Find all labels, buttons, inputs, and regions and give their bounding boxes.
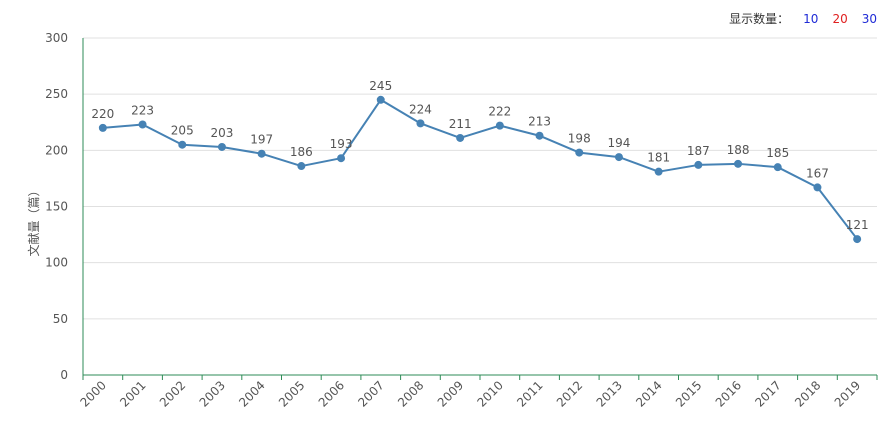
data-label: 224 xyxy=(409,102,432,116)
x-tick-label: 2018 xyxy=(792,378,823,409)
data-point[interactable] xyxy=(257,149,266,158)
data-point[interactable] xyxy=(416,119,425,128)
data-point[interactable] xyxy=(98,123,107,132)
data-label: 203 xyxy=(210,126,233,140)
data-point[interactable] xyxy=(297,162,306,171)
x-tick-label: 2011 xyxy=(514,378,545,409)
y-tick-label: 250 xyxy=(45,87,68,101)
data-label: 223 xyxy=(131,103,154,117)
data-point[interactable] xyxy=(575,148,584,157)
display-count-label: 显示数量： xyxy=(729,12,790,26)
series-line xyxy=(102,98,858,240)
data-point[interactable] xyxy=(694,160,703,169)
data-label: 186 xyxy=(290,145,313,159)
data-label: 181 xyxy=(647,151,670,165)
y-tick-label: 300 xyxy=(45,31,68,45)
x-tick-label: 2009 xyxy=(435,378,466,409)
x-tick-label: 2014 xyxy=(633,378,664,409)
data-point[interactable] xyxy=(734,159,743,168)
x-tick-label: 2013 xyxy=(594,378,625,409)
y-tick-label: 0 xyxy=(60,368,68,382)
data-label: 193 xyxy=(330,137,353,151)
data-label: 222 xyxy=(488,105,511,119)
data-label: 220 xyxy=(91,107,114,121)
data-point[interactable] xyxy=(337,154,346,163)
x-tick-label: 2016 xyxy=(713,378,744,409)
x-tick-label: 2007 xyxy=(355,378,386,409)
x-tick-label: 2005 xyxy=(276,378,307,409)
x-tick-label: 2002 xyxy=(157,378,188,409)
data-label: 167 xyxy=(806,166,829,180)
x-tick-label: 2000 xyxy=(77,378,108,409)
data-point[interactable] xyxy=(853,235,862,244)
y-tick-label: 100 xyxy=(45,256,68,270)
data-point[interactable] xyxy=(813,183,822,192)
data-label: 188 xyxy=(727,143,750,157)
display-count-option-30[interactable]: 30 xyxy=(861,11,877,26)
data-point[interactable] xyxy=(773,163,782,172)
data-point[interactable] xyxy=(654,167,663,176)
y-tick-label: 200 xyxy=(45,143,68,157)
data-point[interactable] xyxy=(376,95,385,104)
x-tick-label: 2008 xyxy=(395,378,426,409)
data-label: 198 xyxy=(568,132,591,146)
x-tick-label: 2015 xyxy=(673,378,704,409)
data-label: 121 xyxy=(846,218,869,232)
x-tick-label: 2010 xyxy=(474,378,505,409)
display-count-option-10[interactable]: 10 xyxy=(803,11,819,26)
y-tick-label: 50 xyxy=(53,312,68,326)
x-tick-label: 2004 xyxy=(236,378,267,409)
x-tick-label: 2001 xyxy=(117,378,148,409)
data-point[interactable] xyxy=(217,142,226,151)
x-tick-label: 2003 xyxy=(197,378,228,409)
display-count-option-20[interactable]: 20 xyxy=(832,11,848,26)
data-point[interactable] xyxy=(495,121,504,130)
x-tick-label: 2017 xyxy=(752,378,783,409)
data-label: 194 xyxy=(607,136,630,150)
data-point[interactable] xyxy=(614,153,623,162)
x-tick-label: 2006 xyxy=(316,378,347,409)
data-label: 245 xyxy=(369,79,392,93)
data-label: 211 xyxy=(449,117,472,131)
data-point[interactable] xyxy=(535,131,544,140)
display-count-selector: 显示数量： 10 20 30 xyxy=(729,10,877,27)
data-label: 185 xyxy=(766,146,789,160)
data-label: 213 xyxy=(528,115,551,129)
data-label: 187 xyxy=(687,144,710,158)
data-label: 197 xyxy=(250,133,273,147)
data-point[interactable] xyxy=(178,140,187,149)
data-label: 205 xyxy=(171,124,194,138)
x-tick-label: 2019 xyxy=(832,378,863,409)
y-tick-label: 150 xyxy=(45,200,68,214)
y-axis-title: 文献量（篇） xyxy=(26,184,41,256)
data-point[interactable] xyxy=(456,133,465,142)
x-tick-label: 2012 xyxy=(554,378,585,409)
data-point[interactable] xyxy=(138,120,147,129)
